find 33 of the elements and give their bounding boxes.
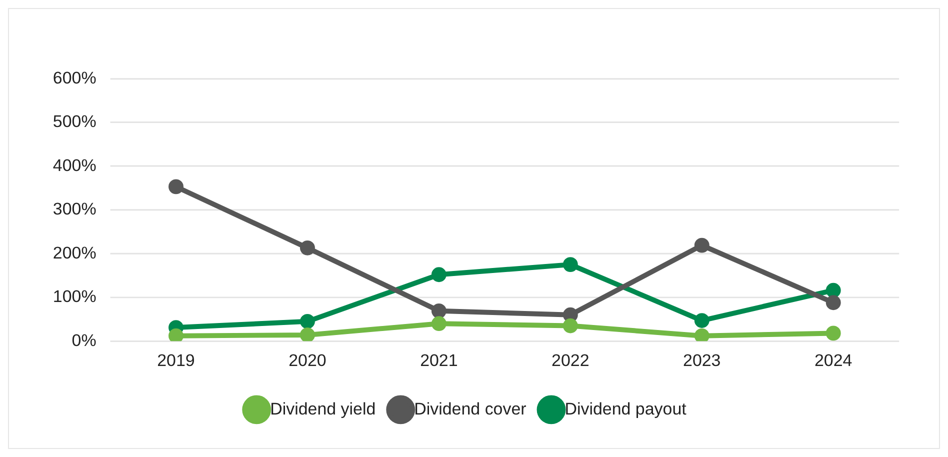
- point: [431, 303, 446, 318]
- point: [300, 314, 315, 329]
- point: [694, 313, 710, 328]
- legend-label: Dividend cover: [414, 399, 527, 418]
- point: [168, 328, 184, 342]
- point: [694, 328, 710, 342]
- y-tick-label: 0%: [72, 330, 96, 350]
- x-tick-label: 2023: [683, 350, 721, 370]
- point: [694, 238, 710, 253]
- x-tick-label: 2020: [288, 350, 326, 370]
- point: [562, 257, 578, 272]
- point: [826, 295, 841, 310]
- point: [562, 307, 578, 322]
- point: [431, 267, 446, 282]
- x-tick-label: 2021: [420, 350, 458, 370]
- y-tick-label: 100%: [52, 287, 96, 306]
- x-tick-label: 2019: [157, 350, 195, 370]
- y-tick-label: 400%: [52, 156, 96, 175]
- x-tick-label: 2024: [814, 350, 852, 370]
- point: [562, 318, 578, 334]
- y-tick-label: 300%: [52, 200, 96, 219]
- point: [300, 240, 315, 256]
- legend-label: Dividend payout: [564, 399, 687, 418]
- y-tick-label: 200%: [52, 243, 96, 262]
- legend-label: Dividend yield: [270, 399, 376, 418]
- y-tick-label: 600%: [52, 68, 96, 88]
- point: [826, 326, 841, 341]
- point: [168, 179, 184, 194]
- point: [300, 327, 315, 342]
- x-tick-label: 2022: [552, 350, 590, 370]
- point: [431, 316, 446, 332]
- y-tick-label: 500%: [52, 112, 96, 132]
- point: [826, 282, 841, 298]
